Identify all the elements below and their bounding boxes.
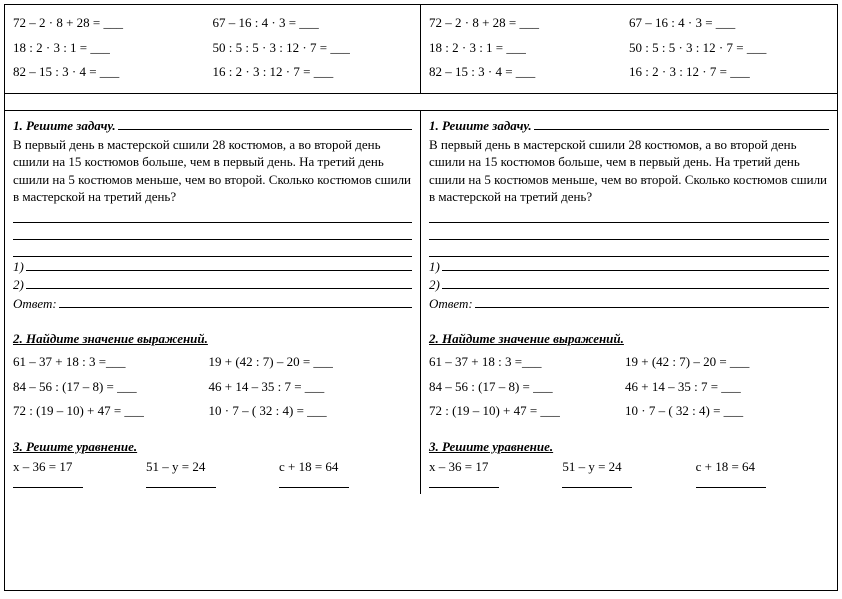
expr: 84 – 56 : (17 – 8) = ___ (429, 375, 625, 400)
line1-label: 1) (429, 258, 440, 276)
top-equations-row: 72 – 2 · 8 + 28 = ___67 – 16 : 4 · 3 = _… (5, 5, 837, 94)
eq: 18 : 2 · 3 : 1 = ___ (13, 36, 213, 61)
equation: 51 – y = 24 (562, 458, 695, 476)
eq: 67 – 16 : 4 · 3 = ___ (629, 11, 829, 36)
expr: 46 + 14 – 35 : 7 = ___ (209, 375, 412, 400)
blank-line (429, 225, 829, 240)
expr: 72 : (19 – 10) + 47 = ___ (13, 399, 209, 424)
answer-underline (562, 487, 632, 488)
worksheet-right: 1. Решите задачу. В первый день в мастер… (421, 111, 837, 494)
task1-body: В первый день в мастерской сшили 28 кост… (429, 136, 829, 206)
rule-line (26, 259, 412, 271)
line1-label: 1) (13, 258, 24, 276)
worksheet-row: 1. Решите задачу. В первый день в мастер… (5, 110, 837, 494)
rule-line (442, 259, 829, 271)
blank-line (13, 225, 412, 240)
blank-line (13, 242, 412, 257)
eq: 16 : 2 · 3 : 12 · 7 = ___ (213, 60, 413, 85)
top-left-cell: 72 – 2 · 8 + 28 = ___67 – 16 : 4 · 3 = _… (5, 5, 421, 93)
rule-line (534, 118, 829, 130)
expr: 10 · 7 – ( 32 : 4) = ___ (625, 399, 829, 424)
task2-title: 2. Найдите значение выражений. (429, 330, 829, 348)
line2-label: 2) (429, 276, 440, 294)
expr: 72 : (19 – 10) + 47 = ___ (429, 399, 625, 424)
rule-line (59, 296, 412, 308)
expr: 84 – 56 : (17 – 8) = ___ (13, 375, 209, 400)
expr: 19 + (42 : 7) – 20 = ___ (209, 350, 412, 375)
answer-underline (146, 487, 216, 488)
task2-title: 2. Найдите значение выражений. (13, 330, 412, 348)
blank-line (429, 208, 829, 223)
eq: 67 – 16 : 4 · 3 = ___ (213, 11, 413, 36)
expr: 46 + 14 – 35 : 7 = ___ (625, 375, 829, 400)
blank-line (13, 208, 412, 223)
answer-underline (696, 487, 766, 488)
task1-title: 1. Решите задачу. (13, 117, 116, 135)
eq: 82 – 15 : 3 · 4 = ___ (429, 60, 629, 85)
rule-line (442, 277, 829, 289)
eq: 50 : 5 : 5 · 3 : 12 · 7 = ___ (213, 36, 413, 61)
expr: 19 + (42 : 7) – 20 = ___ (625, 350, 829, 375)
worksheet-left: 1. Решите задачу. В первый день в мастер… (5, 111, 421, 494)
eq: 72 – 2 · 8 + 28 = ___ (429, 11, 629, 36)
rule-line (26, 277, 412, 289)
eq: 16 : 2 · 3 : 12 · 7 = ___ (629, 60, 829, 85)
answer-underline (429, 487, 499, 488)
expr: 10 · 7 – ( 32 : 4) = ___ (209, 399, 412, 424)
task1-body: В первый день в мастерской сшили 28 кост… (13, 136, 412, 206)
task1-title: 1. Решите задачу. (429, 117, 532, 135)
answer-label: Ответ: (13, 295, 57, 313)
blank-line (429, 242, 829, 257)
equation: c + 18 = 64 (696, 458, 829, 476)
eq: 82 – 15 : 3 · 4 = ___ (13, 60, 213, 85)
equation: x – 36 = 17 (13, 458, 146, 476)
answer-underline (279, 487, 349, 488)
equation: c + 18 = 64 (279, 458, 412, 476)
task3-title: 3. Решите уравнение. (13, 438, 412, 456)
eq: 72 – 2 · 8 + 28 = ___ (13, 11, 213, 36)
equation: x – 36 = 17 (429, 458, 562, 476)
line2-label: 2) (13, 276, 24, 294)
expr: 61 – 37 + 18 : 3 =___ (429, 350, 625, 375)
rule-line (118, 118, 412, 130)
expr: 61 – 37 + 18 : 3 =___ (13, 350, 209, 375)
task3-title: 3. Решите уравнение. (429, 438, 829, 456)
equation: 51 – y = 24 (146, 458, 279, 476)
rule-line (475, 296, 829, 308)
eq: 50 : 5 : 5 · 3 : 12 · 7 = ___ (629, 36, 829, 61)
top-right-cell: 72 – 2 · 8 + 28 = ___67 – 16 : 4 · 3 = _… (421, 5, 837, 93)
eq: 18 : 2 · 3 : 1 = ___ (429, 36, 629, 61)
answer-underline (13, 487, 83, 488)
answer-label: Ответ: (429, 295, 473, 313)
